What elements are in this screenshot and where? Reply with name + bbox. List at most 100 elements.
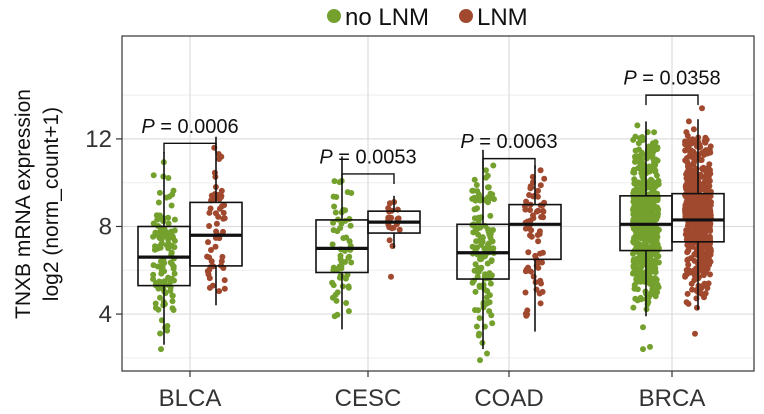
- data-point: [206, 223, 213, 229]
- data-point: [475, 269, 481, 276]
- data-point: [655, 284, 662, 291]
- data-point: [633, 266, 640, 272]
- data-point: [651, 189, 658, 196]
- data-point: [527, 183, 534, 190]
- plot-border: [121, 35, 755, 372]
- data-point: [473, 323, 480, 330]
- data-point: [169, 305, 176, 312]
- data-point: [171, 270, 178, 277]
- data-point: [470, 229, 477, 236]
- data-point: [166, 193, 173, 200]
- data-point: [487, 273, 494, 280]
- data-point: [206, 209, 213, 216]
- data-point: [535, 238, 542, 245]
- data-point: [165, 220, 172, 227]
- data-point: [535, 187, 541, 194]
- data-point: [220, 228, 226, 235]
- legend-label: no LNM: [345, 4, 429, 31]
- data-point: [171, 227, 178, 234]
- data-point: [386, 200, 393, 207]
- data-point: [522, 289, 529, 296]
- data-point: [165, 214, 172, 221]
- x-tick-label: CESC: [335, 385, 402, 412]
- data-point: [536, 228, 543, 235]
- data-point: [345, 254, 352, 261]
- data-point-outlier: [647, 343, 653, 350]
- data-point: [471, 176, 478, 183]
- data-point: [345, 283, 352, 290]
- data-point: [688, 280, 695, 287]
- data-point: [649, 280, 656, 287]
- data-point: [689, 151, 696, 158]
- data-point: [211, 169, 218, 176]
- y-tick-label: 4: [99, 301, 112, 328]
- data-point: [646, 275, 653, 282]
- data-point: [161, 278, 168, 285]
- box-cesc-no-lnm: [315, 156, 369, 330]
- data-point: [682, 206, 689, 213]
- data-point: [338, 265, 345, 272]
- data-point: [471, 194, 478, 201]
- data-point: [158, 270, 165, 277]
- data-point: [477, 256, 483, 263]
- data-point: [631, 180, 638, 187]
- data-point: [707, 248, 714, 255]
- data-point: [649, 142, 656, 149]
- y-axis-title-line-1: TNXB mRNA expression: [12, 89, 35, 319]
- data-point: [653, 252, 660, 259]
- data-point: [700, 166, 706, 173]
- data-point: [156, 189, 163, 196]
- data-point: [527, 207, 533, 213]
- data-point: [686, 234, 693, 241]
- data-point: [396, 226, 403, 233]
- data-point: [157, 330, 164, 337]
- data-point: [385, 205, 392, 212]
- data-point: [697, 186, 704, 193]
- data-point: [690, 137, 697, 144]
- data-point: [171, 216, 178, 223]
- data-point: [479, 238, 486, 245]
- data-point: [526, 192, 533, 198]
- data-point: [631, 235, 638, 242]
- data-point-outlier: [699, 105, 705, 112]
- data-point: [636, 228, 643, 235]
- p-value-label: P = 0.0006: [141, 116, 238, 138]
- data-point: [641, 212, 648, 219]
- data-point: [332, 209, 339, 216]
- legend-item-no-lnm: no LNM: [327, 4, 429, 31]
- data-point: [654, 213, 661, 220]
- data-point: [206, 275, 213, 282]
- legend-label: LNM: [477, 4, 528, 31]
- data-point: [221, 277, 228, 284]
- significance-brca: P = 0.0358: [623, 68, 721, 106]
- data-point: [333, 194, 340, 200]
- data-point: [469, 279, 476, 286]
- data-point: [632, 158, 638, 165]
- data-point: [477, 197, 484, 204]
- data-point: [649, 266, 656, 273]
- data-point: [523, 266, 530, 273]
- data-point: [639, 173, 646, 180]
- data-point: [165, 236, 172, 243]
- data-point: [638, 263, 645, 270]
- data-point: [682, 157, 689, 164]
- data-point: [652, 293, 659, 300]
- data-point: [331, 178, 338, 185]
- data-point: [537, 182, 544, 189]
- data-point: [487, 212, 494, 219]
- data-point-outlier: [640, 324, 646, 331]
- data-point: [633, 271, 640, 278]
- data-point: [532, 252, 539, 259]
- data-point: [707, 202, 714, 209]
- data-point: [631, 176, 638, 183]
- data-point: [215, 151, 222, 157]
- data-point: [651, 159, 658, 166]
- data-point: [155, 199, 162, 206]
- box-cesc-lnm: [367, 195, 421, 249]
- jitter-points: [150, 105, 714, 364]
- data-point: [334, 311, 341, 318]
- data-point: [330, 219, 337, 226]
- data-point: [218, 194, 224, 201]
- data-point: [337, 256, 344, 263]
